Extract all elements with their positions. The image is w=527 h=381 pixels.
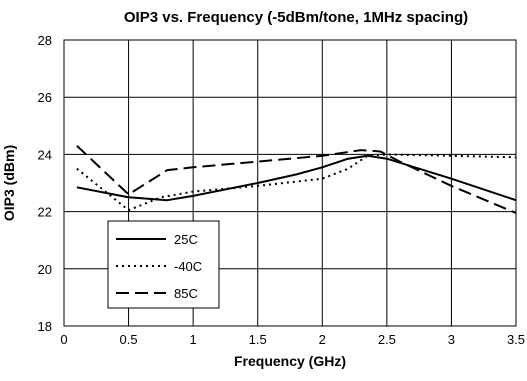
plot-area <box>63 39 517 327</box>
x-tick-label: 1 <box>190 332 197 347</box>
x-tick-label: 2 <box>319 332 326 347</box>
legend: 25C -40C 85C <box>107 220 220 309</box>
x-tick-label: 2.5 <box>378 332 396 347</box>
series-line-25c <box>76 154 517 202</box>
x-tick-label: 3.5 <box>507 332 525 347</box>
y-tick-label: 20 <box>38 262 52 277</box>
legend-box <box>107 220 220 309</box>
y-tick-label: 28 <box>38 33 52 48</box>
series-lines <box>76 145 517 214</box>
x-tick-label: 1.5 <box>249 332 267 347</box>
series-line--40c <box>76 153 517 212</box>
x-tick-label: 0 <box>60 332 67 347</box>
y-tick-label: 18 <box>38 319 52 334</box>
legend-label: -40C <box>174 259 202 274</box>
y-tick-label: 26 <box>38 90 52 105</box>
axis-ticks: 0 0.5 1 1.5 2 2.5 3 3.5 18 20 22 24 26 28 <box>38 33 526 347</box>
y-axis-label: OIP3 (dBm) <box>1 145 17 221</box>
chart-title: OIP3 vs. Frequency (-5dBm/tone, 1MHz spa… <box>124 9 468 26</box>
x-tick-label: 0.5 <box>120 332 138 347</box>
legend-label: 85C <box>174 286 198 301</box>
x-tick-label: 3 <box>448 332 455 347</box>
y-tick-label: 22 <box>38 205 52 220</box>
series-line-85c <box>76 145 517 214</box>
y-tick-label: 24 <box>38 147 52 162</box>
legend-label: 25C <box>174 232 198 247</box>
x-axis-label: Frequency (GHz) <box>234 353 346 369</box>
